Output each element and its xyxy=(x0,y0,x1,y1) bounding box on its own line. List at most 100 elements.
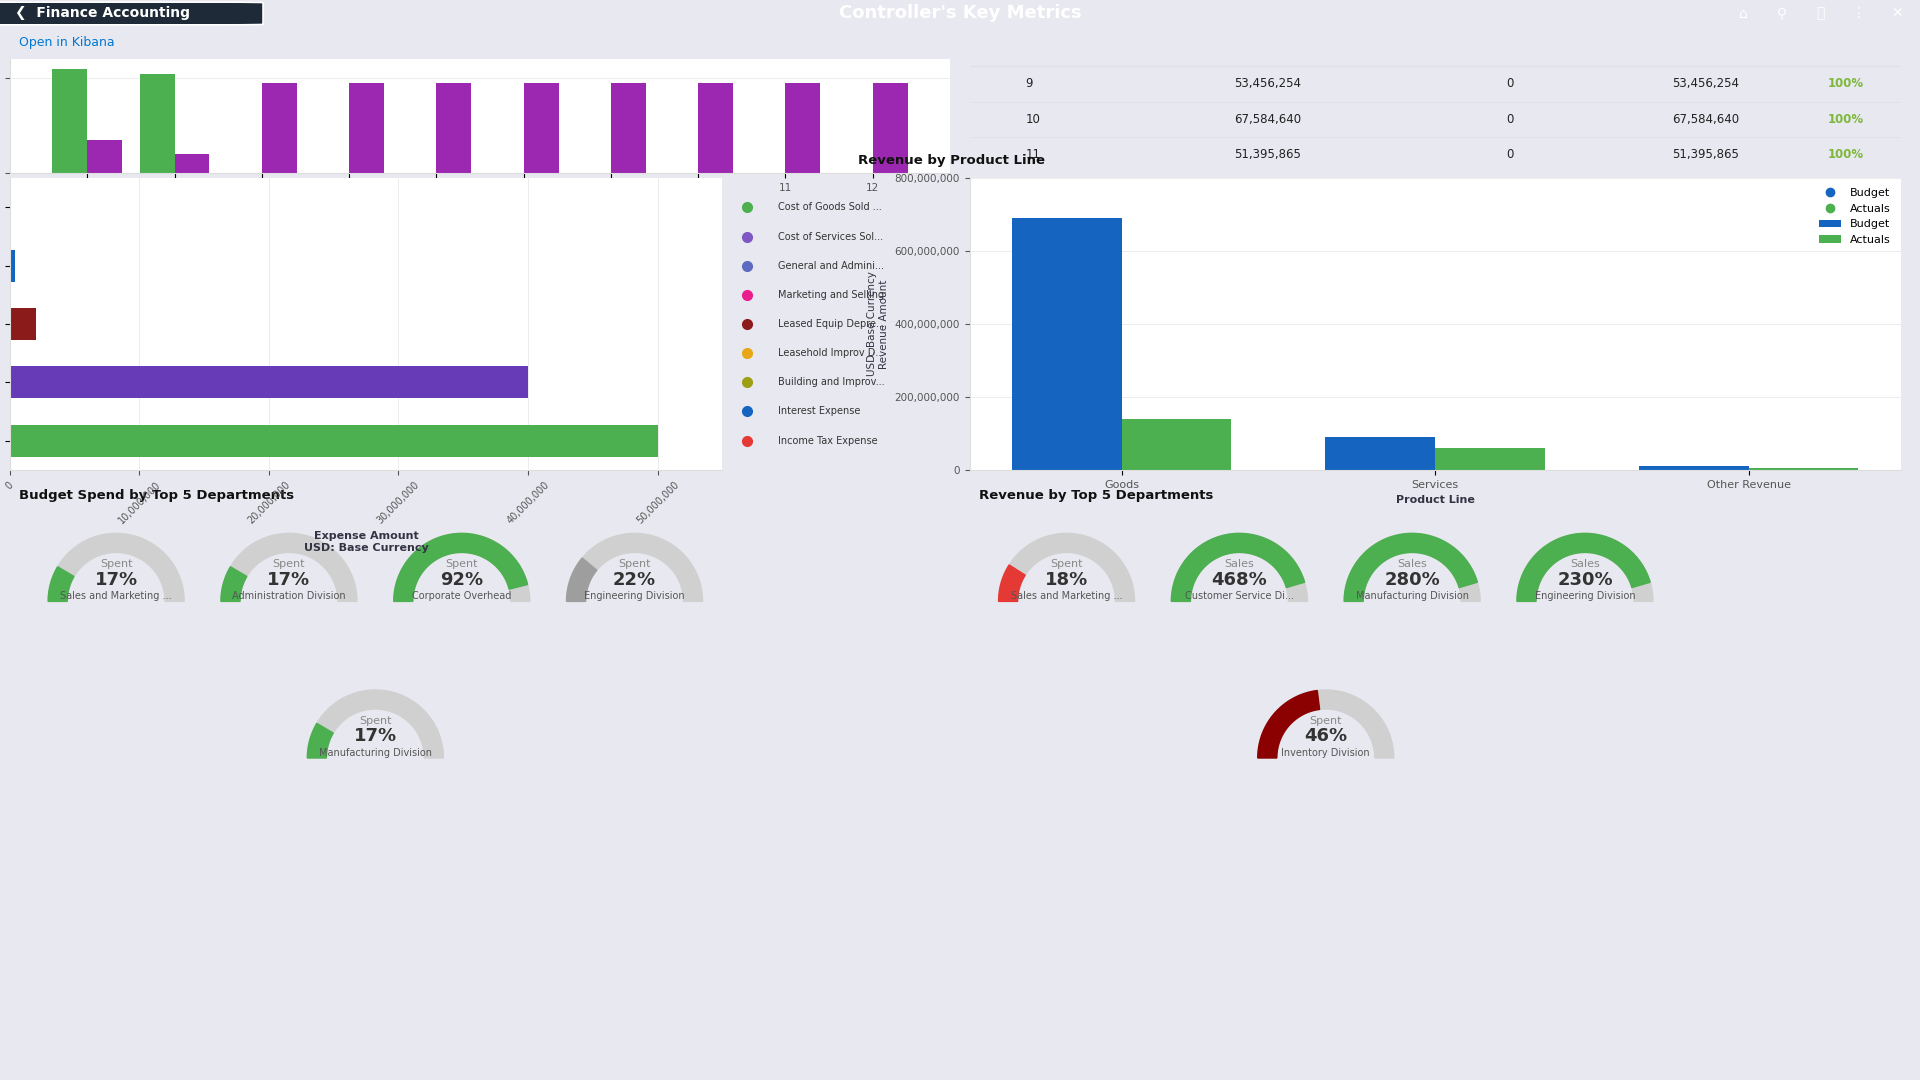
Bar xyxy=(699,83,733,173)
Text: 0: 0 xyxy=(1505,77,1513,91)
Text: Corporate Overhead: Corporate Overhead xyxy=(413,591,511,600)
Text: 280%: 280% xyxy=(1384,570,1440,589)
Polygon shape xyxy=(1344,534,1480,602)
Text: Customer Service Di...: Customer Service Di... xyxy=(1185,591,1294,600)
Polygon shape xyxy=(1171,534,1308,602)
Text: Spent: Spent xyxy=(273,559,305,569)
Polygon shape xyxy=(1517,534,1653,602)
Text: 51,395,865: 51,395,865 xyxy=(1235,148,1302,162)
Text: Interest Expense: Interest Expense xyxy=(778,406,860,417)
Bar xyxy=(1325,437,1434,470)
Polygon shape xyxy=(221,534,357,602)
Text: Sales: Sales xyxy=(1571,559,1599,569)
Bar xyxy=(140,73,175,173)
Legend: Budget, Actuals, Budget, Actuals: Budget, Actuals, Budget, Actuals xyxy=(1814,184,1895,249)
Text: 67,584,640: 67,584,640 xyxy=(1235,112,1302,126)
Text: Spent: Spent xyxy=(1309,716,1342,726)
Bar xyxy=(1640,467,1749,470)
Text: 53,456,254: 53,456,254 xyxy=(1672,77,1740,91)
Text: Administration Division: Administration Division xyxy=(232,591,346,600)
Polygon shape xyxy=(307,724,334,758)
Polygon shape xyxy=(566,534,703,602)
Bar xyxy=(10,308,35,340)
Text: 17%: 17% xyxy=(267,570,311,589)
Text: Manufacturing Division: Manufacturing Division xyxy=(319,747,432,757)
Text: Spent: Spent xyxy=(359,716,392,726)
Text: 22%: 22% xyxy=(612,570,657,589)
Text: ❮  Finance Accounting: ❮ Finance Accounting xyxy=(15,6,190,21)
Bar xyxy=(86,139,123,173)
Text: Manufacturing Division: Manufacturing Division xyxy=(1356,591,1469,600)
Text: Spent: Spent xyxy=(100,559,132,569)
Bar xyxy=(175,154,209,173)
Bar xyxy=(611,83,645,173)
Bar xyxy=(436,83,470,173)
Text: Building and Improv...: Building and Improv... xyxy=(778,377,885,388)
Polygon shape xyxy=(394,534,528,602)
Text: Budget Spend by Top 5 Departments: Budget Spend by Top 5 Departments xyxy=(19,489,294,502)
X-axis label: Product Line: Product Line xyxy=(1396,495,1475,505)
Polygon shape xyxy=(998,565,1025,602)
Text: Engineering Division: Engineering Division xyxy=(1534,591,1636,600)
Text: Inventory Division: Inventory Division xyxy=(1281,747,1371,757)
Text: 18%: 18% xyxy=(1044,570,1089,589)
Text: 0: 0 xyxy=(1505,148,1513,162)
Bar xyxy=(10,249,15,282)
Bar xyxy=(524,83,559,173)
Text: 468%: 468% xyxy=(1212,570,1267,589)
Text: Cost of Goods Sold ...: Cost of Goods Sold ... xyxy=(778,202,881,213)
Polygon shape xyxy=(1517,534,1649,602)
Text: 11: 11 xyxy=(1025,148,1041,162)
Text: General and Admini...: General and Admini... xyxy=(778,260,883,271)
Polygon shape xyxy=(394,534,530,602)
Polygon shape xyxy=(1171,534,1304,602)
Bar xyxy=(52,69,86,173)
Text: Income Tax Expense: Income Tax Expense xyxy=(778,435,877,446)
Text: Sales: Sales xyxy=(1398,559,1427,569)
Polygon shape xyxy=(48,534,184,602)
Bar xyxy=(349,83,384,173)
Text: ✕: ✕ xyxy=(1891,6,1903,21)
Text: Leased Equip Depre...: Leased Equip Depre... xyxy=(778,319,885,329)
Text: Leasehold Improv D...: Leasehold Improv D... xyxy=(778,348,885,359)
Text: Cost of Services Sol...: Cost of Services Sol... xyxy=(778,231,883,242)
Text: Marketing and Selling: Marketing and Selling xyxy=(778,289,885,300)
Bar xyxy=(1012,218,1121,470)
Bar xyxy=(261,83,298,173)
Text: ⌂: ⌂ xyxy=(1740,6,1747,21)
Polygon shape xyxy=(1258,690,1394,758)
Text: Controller's Key Metrics: Controller's Key Metrics xyxy=(839,4,1081,23)
Polygon shape xyxy=(1258,690,1319,758)
Text: Sales and Marketing ...: Sales and Marketing ... xyxy=(1010,591,1123,600)
Text: Spent: Spent xyxy=(445,559,478,569)
Text: 46%: 46% xyxy=(1304,727,1348,745)
Polygon shape xyxy=(221,567,248,602)
Text: 17%: 17% xyxy=(353,727,397,745)
Text: ⋮: ⋮ xyxy=(1851,6,1866,21)
Polygon shape xyxy=(1344,534,1476,602)
Text: 92%: 92% xyxy=(440,570,484,589)
Text: 9: 9 xyxy=(1025,77,1033,91)
Text: Spent: Spent xyxy=(1050,559,1083,569)
Text: Open in Kibana: Open in Kibana xyxy=(19,36,115,49)
Text: 51,395,865: 51,395,865 xyxy=(1672,148,1740,162)
Text: ⚲: ⚲ xyxy=(1776,6,1788,21)
Bar xyxy=(1121,419,1231,470)
Text: Sales and Marketing ...: Sales and Marketing ... xyxy=(60,591,173,600)
Polygon shape xyxy=(307,690,444,758)
Text: 67,584,640: 67,584,640 xyxy=(1672,112,1740,126)
Text: 100%: 100% xyxy=(1828,112,1864,126)
Text: 0: 0 xyxy=(1505,112,1513,126)
Text: 53,456,254: 53,456,254 xyxy=(1235,77,1302,91)
Text: Revenue by Top 5 Departments: Revenue by Top 5 Departments xyxy=(979,489,1213,502)
Bar xyxy=(10,424,657,457)
Bar xyxy=(10,366,528,399)
X-axis label: Expense Amount
USD: Base Currency: Expense Amount USD: Base Currency xyxy=(303,531,428,553)
Text: Expense by Category: Expense by Category xyxy=(19,187,177,200)
Text: Revenue by Product Line: Revenue by Product Line xyxy=(858,153,1044,166)
Text: 17%: 17% xyxy=(94,570,138,589)
X-axis label: Period: Period xyxy=(459,198,501,208)
Y-axis label: USD: Base Currency
Revenue Amount: USD: Base Currency Revenue Amount xyxy=(868,271,889,377)
Text: 230%: 230% xyxy=(1557,570,1613,589)
Text: 🔔: 🔔 xyxy=(1816,6,1824,21)
